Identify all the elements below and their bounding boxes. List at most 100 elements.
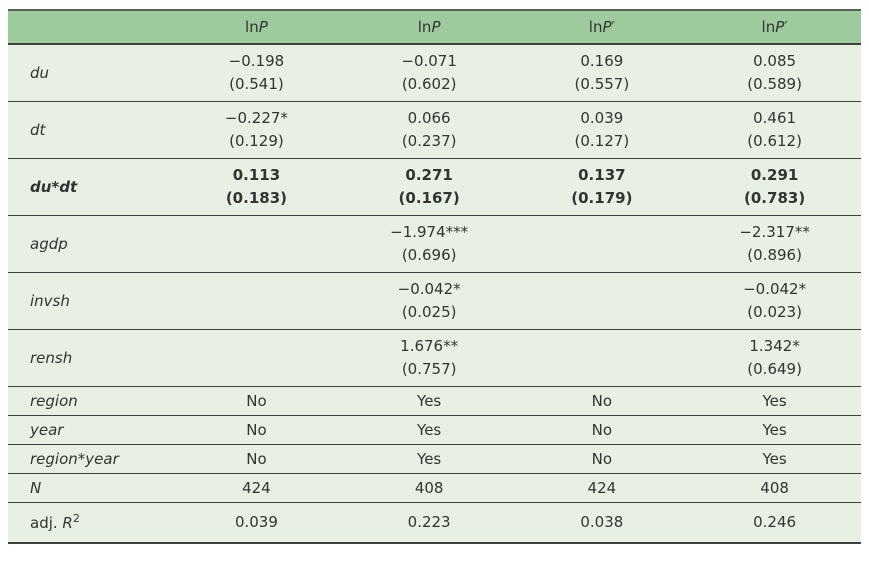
std-error: (0.127) [574, 132, 630, 150]
flag-cell: No [246, 450, 267, 468]
page: lnP lnP lnP′ lnP′ du −0.198 (0.541) −0.07… [8, 9, 861, 544]
row-invsh: invsh −0.042* (0.025) −0.042* (0.023) [8, 272, 861, 330]
header-fn: ln [761, 17, 776, 36]
coef-cell: 0.039 (0.127) [516, 102, 689, 159]
header-prime: ′ [784, 17, 788, 36]
coef-cell: 1.676** (0.757) [343, 330, 516, 387]
coefficient: 0.066 [407, 109, 451, 127]
coef-cell-empty [170, 330, 343, 387]
coefficient: 0.113 [232, 166, 281, 184]
n-cell: 408 [414, 479, 444, 497]
coef-cell-empty [516, 273, 689, 330]
coefficient: −0.071 [401, 52, 457, 70]
coef-cell-empty [170, 273, 343, 330]
r-symbol: R [62, 514, 73, 533]
coefficient: 0.039 [580, 109, 624, 127]
header-sym: P [775, 17, 785, 36]
row-label: rensh [30, 349, 73, 367]
std-error: (0.557) [574, 75, 630, 93]
adj-prefix: adj. [30, 514, 63, 533]
coefficient: 1.342* [749, 337, 800, 355]
header-sym: P [602, 17, 612, 36]
std-error: (0.783) [744, 189, 806, 207]
std-error: (0.179) [571, 189, 633, 207]
flag-cell: No [246, 392, 267, 410]
coefficient: 0.169 [580, 52, 624, 70]
coef-cell: −0.227* (0.129) [170, 102, 343, 159]
flag-cell: No [591, 392, 613, 410]
r2-cell: 0.223 [407, 513, 451, 532]
std-error: (0.589) [747, 75, 802, 93]
coefficient: 0.461 [753, 109, 797, 127]
row-label: agdp [30, 235, 68, 253]
row-label: N [30, 479, 42, 497]
flag-cell: Yes [417, 392, 442, 410]
row-label: du [30, 64, 50, 82]
r2-cell: 0.038 [580, 513, 624, 532]
std-error: (0.602) [401, 75, 457, 93]
std-error: (0.696) [401, 246, 457, 264]
coef-cell: −0.042* (0.025) [343, 273, 516, 330]
row-label: adj. R2 [8, 503, 170, 543]
coef-cell-empty [516, 330, 689, 387]
coef-cell: −0.198 (0.541) [170, 44, 343, 102]
header-fn: ln [588, 17, 603, 36]
std-error: (0.025) [401, 303, 457, 321]
header-sym: P [258, 17, 268, 36]
row-observations: N 424 408 424 408 [8, 473, 861, 503]
coefficient: −1.974*** [390, 223, 469, 241]
regression-results-table: lnP lnP lnP′ lnP′ du −0.198 (0.541) −0.07… [8, 9, 861, 544]
n-cell: 424 [242, 479, 271, 497]
coef-cell-empty [170, 216, 343, 273]
coef-cell: 0.169 (0.557) [516, 44, 689, 102]
coef-cell: 0.137 (0.179) [516, 159, 689, 216]
coef-cell: 0.066 (0.237) [343, 102, 516, 159]
coef-cell: −0.042* (0.023) [688, 273, 861, 330]
row-label: invsh [30, 292, 70, 310]
n-cell: 424 [587, 479, 617, 497]
coefficient: 0.291 [750, 166, 799, 184]
flag-cell: Yes [762, 392, 787, 410]
coef-cell-empty [516, 216, 689, 273]
coef-cell: 1.342* (0.649) [688, 330, 861, 387]
coefficient: −0.198 [228, 52, 285, 70]
r2-cell: 0.246 [753, 513, 797, 532]
flag-cell: No [246, 421, 267, 439]
header-sym: P [431, 17, 441, 36]
flag-cell: Yes [762, 421, 787, 439]
header-col-lnP-2: lnP [342, 10, 516, 45]
table-body: du −0.198 (0.541) −0.071 (0.602) 0.169 (0.5… [8, 44, 861, 543]
coef-cell: −0.071 (0.602) [343, 44, 516, 102]
std-error: (0.896) [747, 246, 802, 264]
header-corner [8, 10, 171, 45]
squared-superscript: 2 [72, 512, 80, 526]
coef-cell: 0.271 (0.167) [343, 159, 516, 216]
std-error: (0.757) [401, 360, 457, 378]
header-row: lnP lnP lnP′ lnP′ [8, 10, 861, 45]
coefficient: −0.042* [397, 280, 461, 298]
coefficient: −2.317** [739, 223, 810, 241]
std-error: (0.167) [398, 189, 460, 207]
coefficient: 0.085 [753, 52, 797, 70]
row-rensh: rensh 1.676** (0.757) 1.342* (0.649) [8, 329, 861, 387]
row-agdp: agdp −1.974*** (0.696) −2.317** (0.896) [8, 215, 861, 273]
std-error: (0.129) [229, 132, 284, 150]
row-du-dt-interaction: du*dt 0.113 (0.183) 0.271 (0.167) 0.137 (0.… [8, 158, 861, 216]
flag-cell: Yes [417, 421, 442, 439]
coef-cell: −1.974*** (0.696) [343, 216, 516, 273]
coef-cell: −2.317** (0.896) [688, 216, 861, 273]
coefficient: 0.271 [405, 166, 453, 184]
flag-cell: No [591, 421, 613, 439]
coef-cell: 0.085 (0.589) [688, 44, 861, 102]
coef-cell: 0.113 (0.183) [170, 159, 343, 216]
row-region-fe: region No Yes No Yes [8, 386, 861, 416]
header-col-lnPprime-2: lnP′ [688, 10, 861, 45]
header-col-lnP-1: lnP [170, 10, 343, 45]
row-du: du −0.198 (0.541) −0.071 (0.602) 0.169 (0.5… [8, 44, 861, 102]
row-label: year [30, 421, 64, 439]
header-fn: ln [245, 17, 259, 36]
row-label: du*dt [30, 178, 78, 196]
std-error: (0.541) [229, 75, 284, 93]
coefficient: 1.676** [400, 337, 459, 355]
row-region-year-fe: region*year No Yes No Yes [8, 444, 861, 474]
